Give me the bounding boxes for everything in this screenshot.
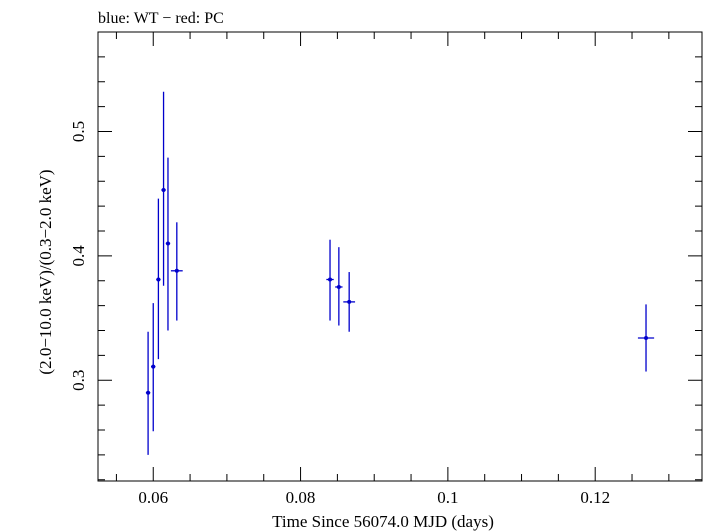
data-point bbox=[151, 303, 156, 432]
y-tick-label: 0.3 bbox=[69, 370, 88, 391]
point-marker bbox=[161, 187, 166, 192]
chart-title: blue: WT − red: PC bbox=[98, 10, 224, 27]
point-marker bbox=[151, 364, 156, 369]
x-tick-label: 0.06 bbox=[138, 488, 168, 507]
plot-frame bbox=[97, 31, 703, 482]
y-axis-label: (2.0−10.0 keV)/(0.3−2.0 keV) bbox=[36, 169, 55, 374]
x-tick-label: 0.08 bbox=[286, 488, 316, 507]
tick-labels: 0.06 0.08 0.1 0.12 0.3 0.4 0.5 bbox=[69, 121, 610, 507]
point-marker bbox=[165, 241, 170, 246]
data-point bbox=[335, 247, 343, 326]
point-marker bbox=[347, 299, 352, 304]
x-axis-label: Time Since 56074.0 MJD (days) bbox=[272, 512, 494, 531]
data-point bbox=[343, 272, 356, 332]
data-point bbox=[161, 91, 166, 286]
point-marker bbox=[146, 390, 151, 395]
point-marker bbox=[336, 284, 341, 289]
point-marker bbox=[328, 277, 333, 282]
data-point bbox=[145, 331, 151, 455]
x-tick-label: 0.12 bbox=[580, 488, 610, 507]
point-marker bbox=[644, 335, 649, 340]
point-marker bbox=[174, 268, 179, 273]
x-tick-label: 0.1 bbox=[437, 488, 458, 507]
data-point bbox=[637, 304, 655, 372]
y-tick-label: 0.5 bbox=[69, 121, 88, 142]
y-tick-label: 0.4 bbox=[69, 245, 88, 267]
data-point bbox=[170, 222, 183, 321]
data-point bbox=[326, 239, 334, 321]
data-point bbox=[165, 157, 171, 331]
data-point bbox=[156, 198, 161, 360]
data-points bbox=[145, 91, 655, 455]
axis-ticks bbox=[98, 31, 702, 481]
point-marker bbox=[156, 277, 161, 282]
